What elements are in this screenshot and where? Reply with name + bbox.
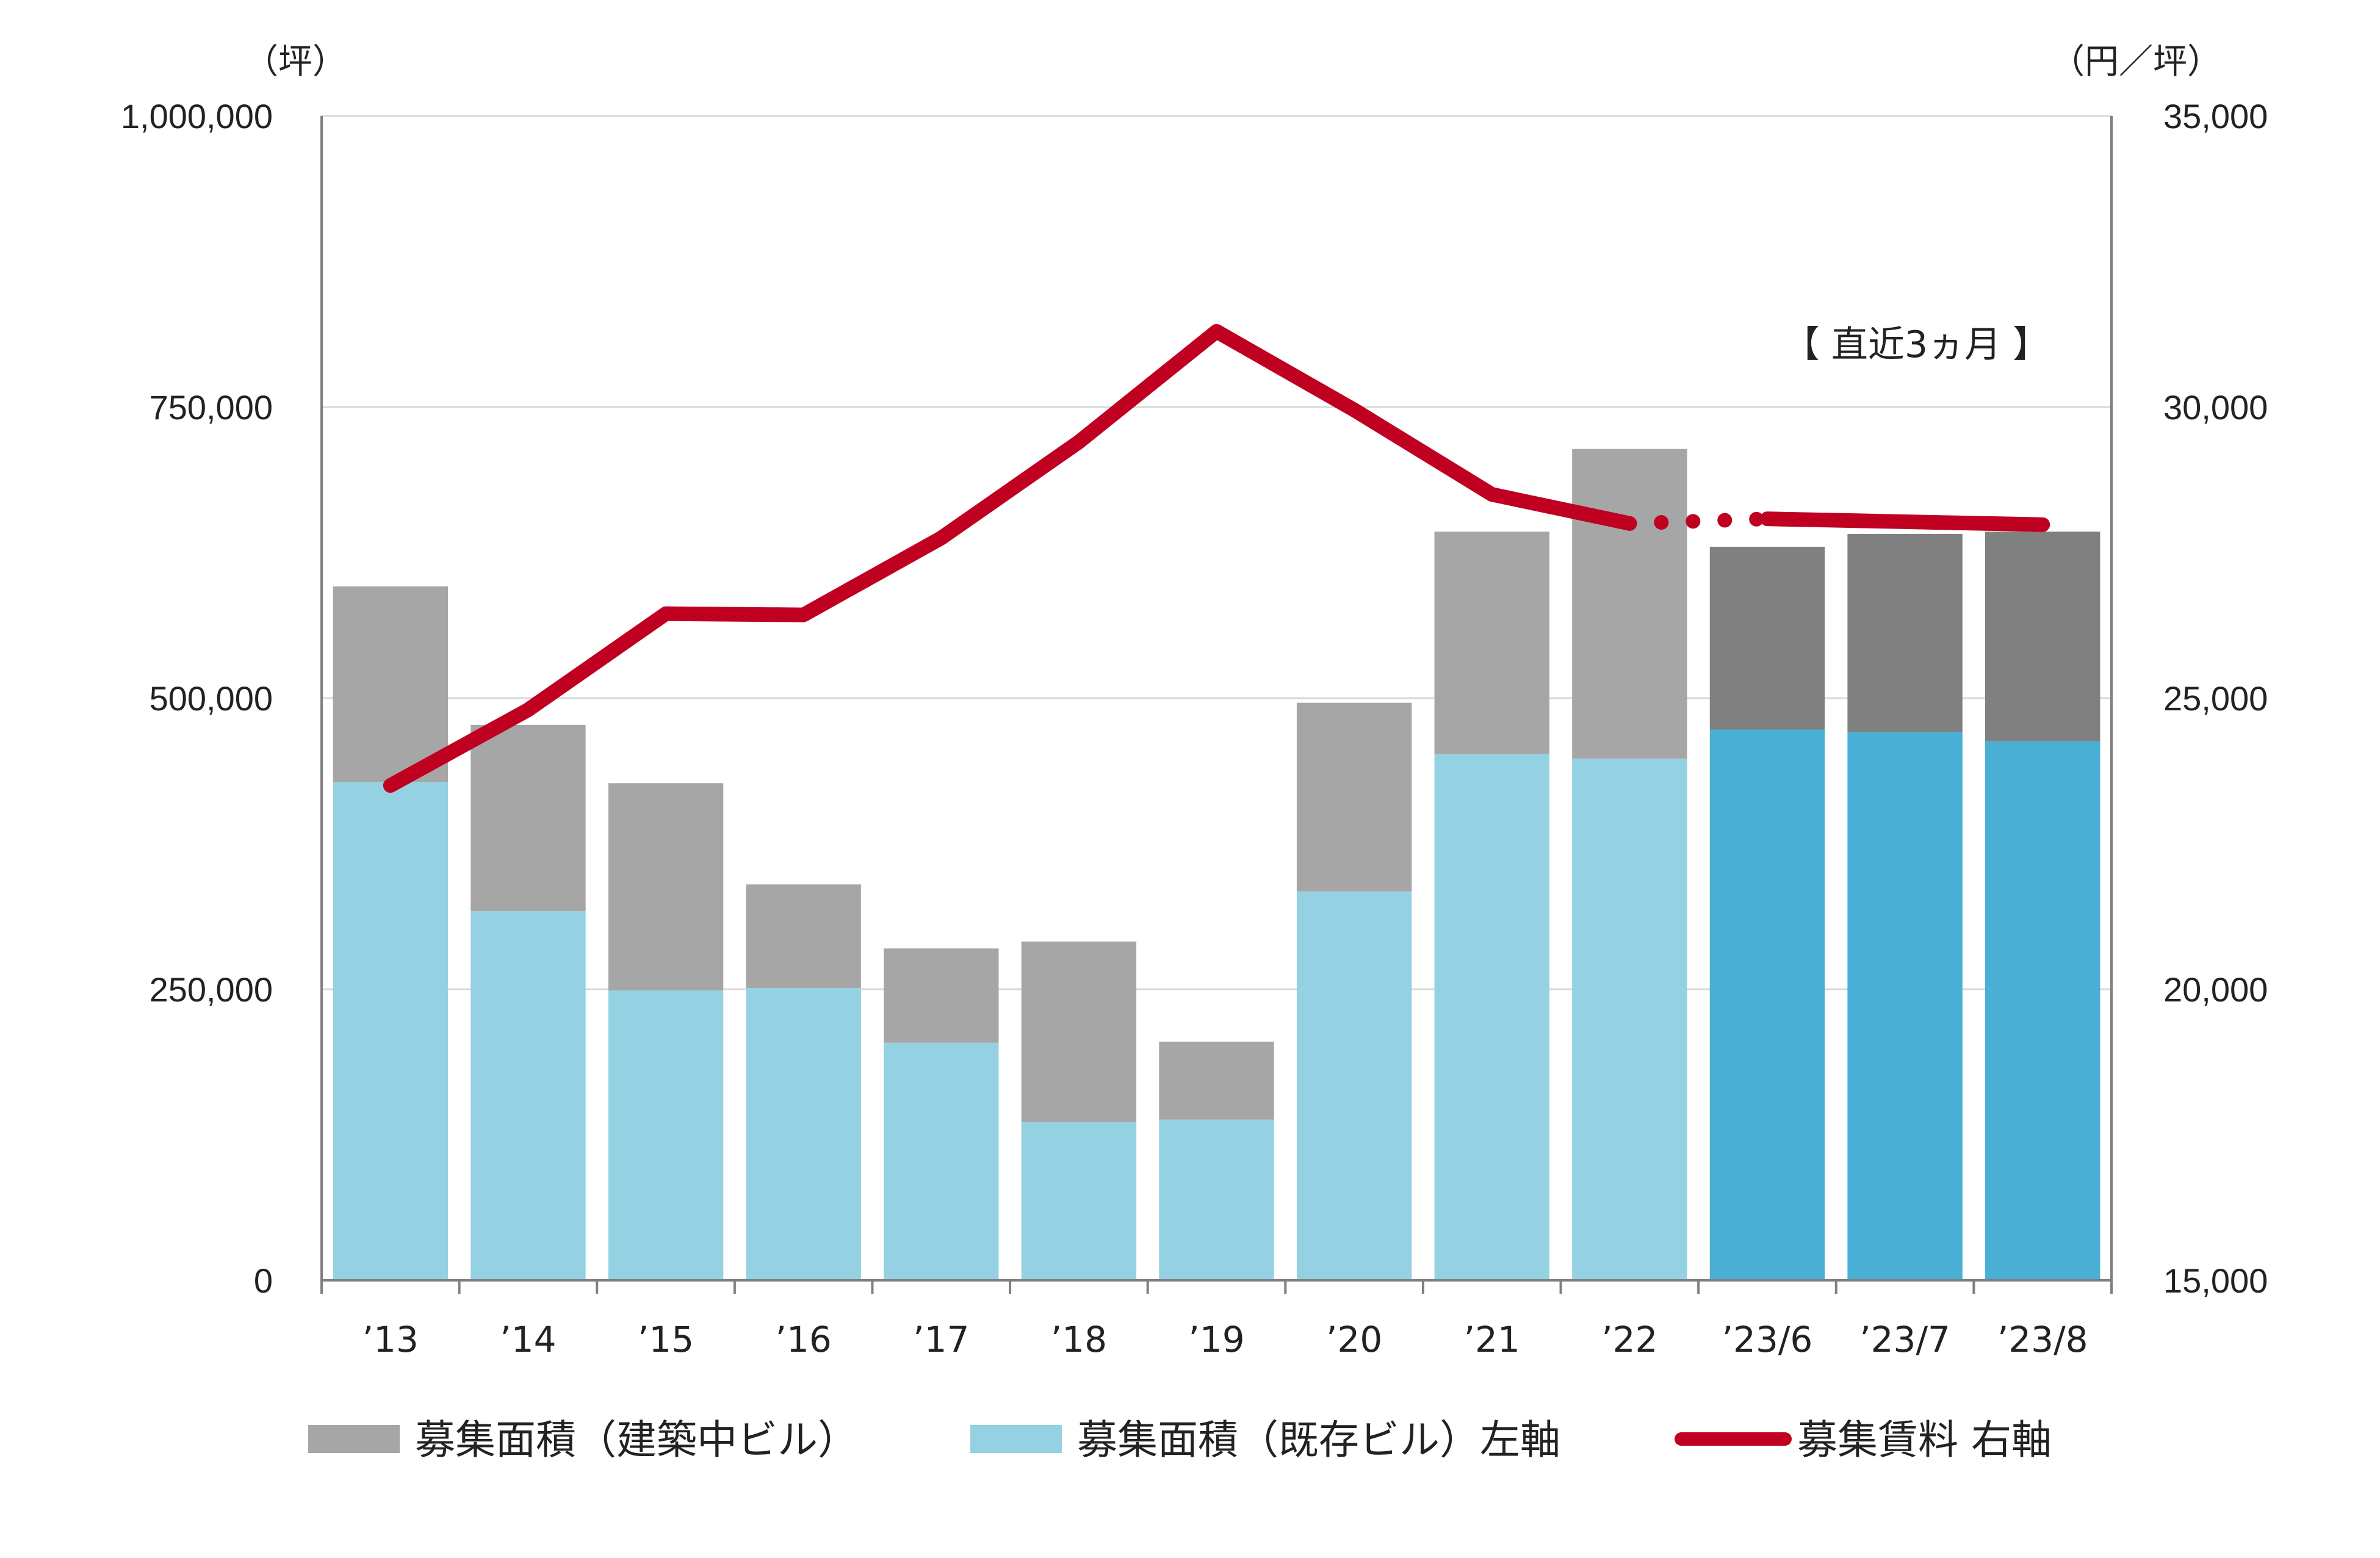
bar-existing	[1709, 729, 1825, 1280]
left-tick-label: 0	[254, 1261, 273, 1300]
x-tick-label: ’23/6	[1722, 1319, 1813, 1360]
legend-label-rent: 募集賃料 右軸	[1797, 1416, 2052, 1463]
x-tick-label: ’19	[1188, 1319, 1244, 1360]
right-tick-label: 35,000	[2163, 97, 2268, 135]
bar-construction	[1159, 1041, 1274, 1120]
rent-line-dotted	[1622, 511, 1775, 531]
bar-existing	[884, 1042, 999, 1280]
bar-construction	[1985, 532, 2101, 741]
bar-construction	[1021, 941, 1137, 1122]
x-tick-label: ’17	[913, 1319, 969, 1360]
rent-line-recent	[1759, 511, 2050, 532]
x-tick-label: ’15	[638, 1319, 694, 1360]
bars	[333, 449, 2101, 1280]
x-tick-label: ’14	[500, 1319, 556, 1360]
left-axis-unit: （坪）	[244, 42, 347, 82]
bar-construction	[333, 586, 449, 782]
bar-existing	[471, 911, 586, 1280]
right-tick-label: 20,000	[2163, 970, 2268, 1009]
x-tick-label: ’20	[1326, 1319, 1382, 1360]
right-tick-label: 30,000	[2163, 388, 2268, 427]
left-tick-label: 1,000,000	[121, 97, 273, 135]
bar-construction	[1434, 532, 1549, 754]
x-tick-label: ’13	[362, 1319, 419, 1360]
bar-existing	[1572, 759, 1687, 1280]
left-tick-label: 250,000	[150, 970, 273, 1009]
legend: 募集面積（建築中ビル） 募集面積（既存ビル）左軸 募集賃料 右軸	[308, 1416, 2052, 1463]
bar-construction	[884, 948, 999, 1043]
axes	[320, 116, 2113, 1294]
x-tick-label: ’23/8	[1997, 1319, 2088, 1360]
bar-construction	[1296, 702, 1412, 892]
axis-labels: 0 250,000 500,000 750,000 1,000,000 15,000 20,…	[121, 97, 2268, 1360]
gridlines	[322, 115, 2111, 990]
bar-existing	[608, 990, 724, 1280]
x-tick-label: ’23/7	[1859, 1319, 1950, 1360]
bar-construction	[608, 783, 724, 990]
x-tick-label: ’22	[1601, 1319, 1657, 1360]
bar-existing	[1159, 1119, 1274, 1280]
bar-existing	[1296, 891, 1412, 1280]
bar-existing	[1847, 732, 1963, 1280]
rent-line	[383, 323, 2050, 793]
x-tick-label: ’18	[1051, 1319, 1107, 1360]
bar-existing	[333, 782, 449, 1280]
x-tick-label: ’16	[776, 1319, 832, 1360]
bar-existing	[746, 988, 861, 1280]
bar-construction	[746, 884, 861, 989]
legend-label-construction: 募集面積（建築中ビル）	[415, 1416, 858, 1463]
legend-label-existing: 募集面積（既存ビル）左軸	[1077, 1416, 1560, 1463]
left-tick-label: 750,000	[150, 388, 273, 427]
right-tick-label: 25,000	[2163, 679, 2268, 718]
bar-existing	[1985, 741, 2101, 1280]
legend-swatch-existing	[970, 1425, 1062, 1453]
right-axis-unit: （円／坪）	[2050, 42, 2221, 82]
bar-construction	[1709, 546, 1825, 730]
left-tick-label: 500,000	[150, 679, 273, 718]
bar-construction	[471, 724, 586, 912]
bar-construction	[1572, 449, 1687, 759]
rent-line-solid	[383, 323, 1637, 793]
recent-3-months-annotation: 【 直近3ヵ月 】	[1783, 323, 2049, 366]
bar-construction	[1847, 533, 1963, 732]
bar-existing	[1434, 754, 1549, 1280]
legend-swatch-construction	[308, 1425, 400, 1453]
bar-existing	[1021, 1122, 1137, 1280]
x-tick-label: ’21	[1464, 1319, 1520, 1360]
right-tick-label: 15,000	[2163, 1261, 2268, 1300]
